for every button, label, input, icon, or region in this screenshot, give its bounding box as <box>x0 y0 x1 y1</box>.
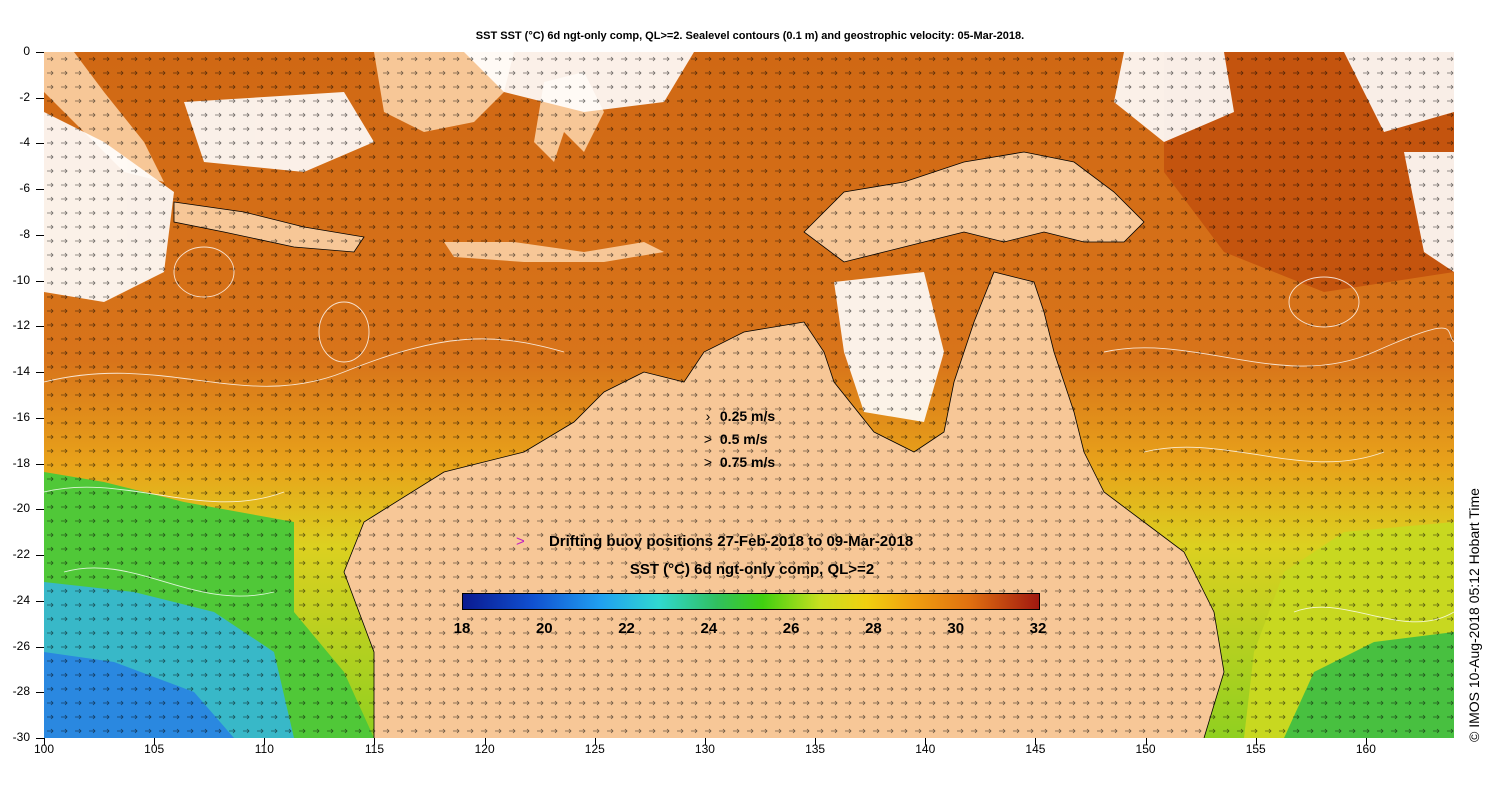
x-tick-mark <box>925 738 927 745</box>
velocity-arrow-icon: > <box>703 431 713 447</box>
sst-map-graphic <box>44 52 1454 738</box>
y-tick-label: -2 <box>19 89 30 104</box>
y-tick-label: 0 <box>23 44 30 58</box>
x-tick-mark <box>594 738 596 745</box>
y-tick-label: -16 <box>12 409 30 424</box>
y-tick-label: -12 <box>12 318 30 333</box>
x-tick-mark <box>264 738 266 745</box>
x-tick-label: 130 <box>694 742 715 756</box>
x-tick-mark <box>704 738 706 745</box>
y-tick-mark <box>36 52 44 53</box>
buoy-marker-icon: > <box>516 533 525 550</box>
y-tick-mark <box>36 600 44 602</box>
x-tick-mark <box>1365 738 1367 745</box>
buoy-legend: > Drifting buoy positions 27-Feb-2018 to… <box>516 533 914 550</box>
x-tick-mark <box>1145 738 1147 745</box>
y-tick-label: -30 <box>12 730 30 744</box>
x-tick-label: 125 <box>584 742 605 756</box>
colorbar-tick-label: 22 <box>618 620 635 637</box>
y-tick-label: -10 <box>12 272 30 287</box>
velocity-legend-075: > 0.75 m/s <box>700 454 775 470</box>
colorbar-tick-label: 18 <box>453 620 471 637</box>
velocity-arrow-icon: › <box>705 408 711 424</box>
x-tick-label: 150 <box>1135 742 1156 756</box>
sealevel-contours <box>44 246 1454 623</box>
map-title: SST SST (°C) 6d ngt-only comp, QL>=2. Se… <box>475 30 1025 42</box>
x-tick-label: 135 <box>805 742 826 756</box>
coastlines <box>173 151 1225 738</box>
credit-text: © IMOS 10-Aug-2018 05:12 Hobart Time <box>1466 488 1482 742</box>
y-tick-label: -14 <box>12 364 30 379</box>
x-tick-mark <box>44 738 45 745</box>
velocity-legend-050: > 0.5 m/s <box>700 431 767 447</box>
colorbar-tick-label: 30 <box>947 620 965 637</box>
x-tick-label: 120 <box>474 742 495 756</box>
y-tick-mark <box>36 234 44 236</box>
y-tick-mark <box>36 189 44 191</box>
colorbar-tick-label: 24 <box>700 620 718 637</box>
colorbar-tick-label: 26 <box>782 620 800 637</box>
y-tick-label: -26 <box>12 638 30 653</box>
y-tick-mark <box>36 97 44 99</box>
x-tick-label: 160 <box>1355 742 1376 756</box>
y-tick-label: -28 <box>12 684 30 699</box>
y-tick-label: -22 <box>12 547 30 562</box>
y-tick-mark <box>36 509 44 511</box>
y-tick-mark <box>36 143 44 145</box>
colorbar-label: SST (°C) 6d ngt-only comp, QL>=2 <box>629 561 875 578</box>
y-tick-label: -8 <box>19 226 30 241</box>
y-tick-mark <box>36 555 44 557</box>
x-tick-mark <box>154 738 156 745</box>
sst-map[interactable] <box>44 52 1454 738</box>
x-tick-label: 155 <box>1245 742 1266 756</box>
y-tick-mark <box>36 326 44 328</box>
y-tick-label: -4 <box>19 135 30 150</box>
y-tick-mark <box>36 646 44 648</box>
x-tick-label: 105 <box>144 742 165 756</box>
x-tick-label: 140 <box>915 742 936 756</box>
y-tick-label: -20 <box>12 501 30 516</box>
y-tick-mark <box>36 280 44 282</box>
x-tick-label: 115 <box>364 742 385 756</box>
y-tick-label: -24 <box>12 592 30 607</box>
colorbar-tick-label: 32 <box>1029 620 1047 637</box>
y-tick-mark <box>36 692 44 694</box>
colorbar-tick-label: 28 <box>865 620 882 637</box>
y-tick-mark <box>36 463 44 465</box>
x-tick-mark <box>484 738 486 745</box>
x-tick-mark <box>1035 738 1037 745</box>
x-tick-label: 100 <box>33 742 55 756</box>
x-tick-mark <box>1255 738 1257 745</box>
colorbar-tick-label: 20 <box>535 620 553 637</box>
y-tick-mark <box>36 372 44 374</box>
x-tick-label: 110 <box>254 742 274 756</box>
y-tick-label: -18 <box>12 455 30 470</box>
x-tick-mark <box>815 738 817 745</box>
geostrophic-velocity-arrows <box>44 52 1454 738</box>
x-tick-mark <box>374 738 376 745</box>
sst-colorbar <box>462 593 1040 610</box>
velocity-arrow-icon: > <box>703 454 713 470</box>
velocity-legend-025: › 0.25 m/s <box>700 408 776 424</box>
y-tick-mark <box>36 738 44 739</box>
y-tick-label: -6 <box>19 181 30 196</box>
x-tick-label: 145 <box>1025 742 1046 756</box>
y-tick-mark <box>36 417 44 419</box>
